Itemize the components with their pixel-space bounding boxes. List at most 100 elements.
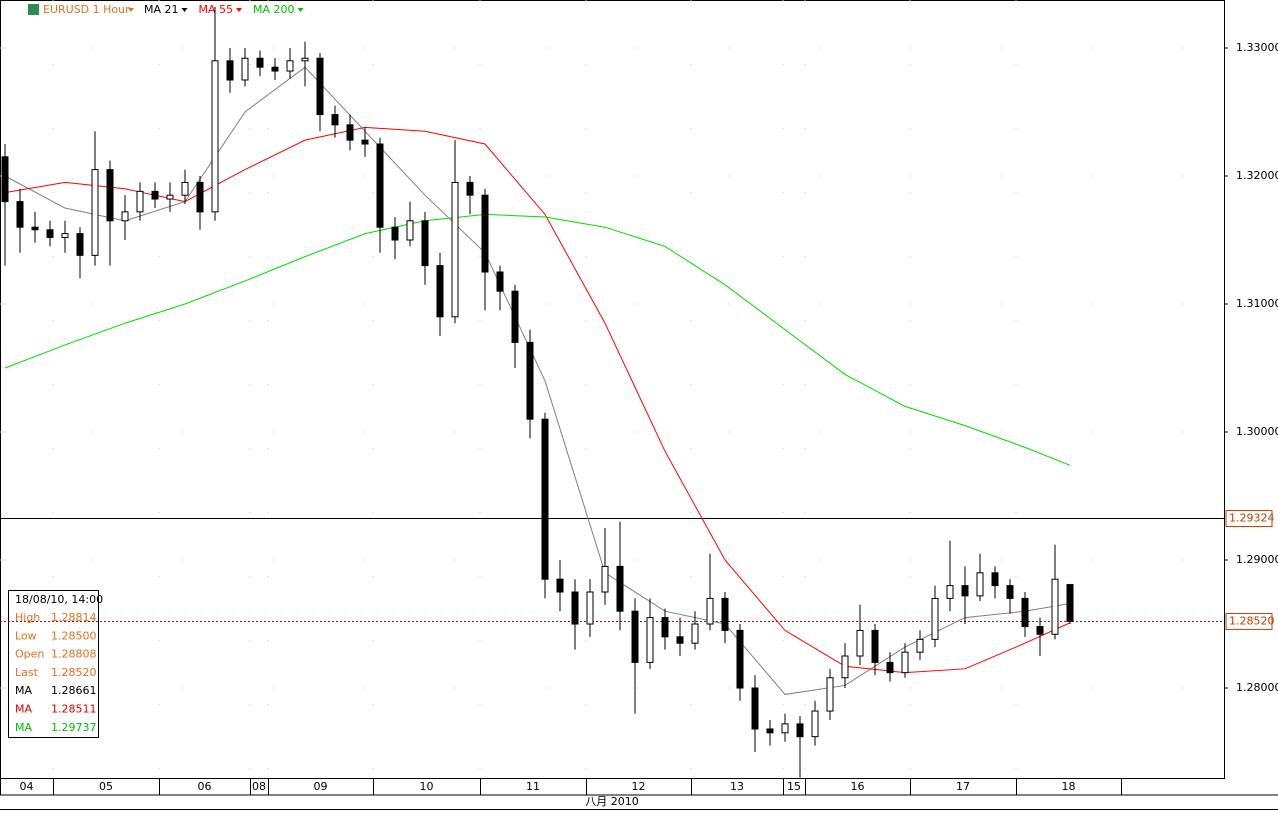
info-label: Last: [15, 666, 39, 679]
price-tag: [1225, 612, 1273, 630]
candle-body: [421, 220, 429, 267]
legend-label[interactable]: MA 21: [144, 3, 179, 16]
candle-body: [1006, 585, 1014, 599]
y-tick-label: 1.28000: [1236, 681, 1278, 694]
candle-body: [256, 57, 264, 68]
info-label: MA: [15, 703, 32, 716]
price-tag: [1225, 510, 1273, 528]
x-tick-label: 15: [787, 780, 801, 793]
candle-body: [856, 629, 864, 657]
info-frame: [8, 590, 99, 738]
candle-body: [121, 211, 129, 222]
symbol-label[interactable]: EURUSD 1 Hour: [43, 3, 130, 16]
y-tick-label: 1.30000: [1236, 425, 1278, 438]
candle-body: [1, 156, 9, 203]
x-tick-label: 13: [730, 780, 744, 793]
y-tick-label: 1.32000: [1236, 169, 1278, 182]
candle-body: [346, 124, 354, 141]
candle-body: [451, 181, 459, 318]
x-tick-label: 12: [632, 780, 646, 793]
dropdown-icon[interactable]: [128, 8, 134, 12]
candle-body: [586, 591, 594, 625]
legend-label[interactable]: MA 55: [199, 3, 234, 16]
candle-body: [91, 169, 99, 256]
candle-body: [946, 585, 954, 599]
candle-body: [271, 66, 279, 72]
info-label: High: [15, 611, 40, 624]
x-tick-label: 09: [314, 780, 328, 793]
candle-body: [226, 60, 234, 81]
legend: MA 21 MA 55 MA 200: [144, 3, 304, 16]
info-value: 1.28511: [51, 703, 97, 716]
symbol-icon: [28, 4, 39, 15]
y-tick-label: 1.33000: [1236, 41, 1278, 54]
candle-body: [331, 114, 339, 126]
x-axis-title: 八月 2010: [585, 795, 639, 808]
info-value: 1.28500: [51, 629, 97, 642]
candle-body: [796, 723, 804, 738]
info-title: 18/08/10, 14:00: [15, 593, 103, 606]
candle-body: [916, 638, 924, 653]
candle-body: [721, 597, 729, 631]
candle-body: [436, 265, 444, 318]
x-tick-label: 16: [851, 780, 865, 793]
info-value: 1.28520: [51, 666, 97, 679]
candle-body: [901, 651, 909, 674]
info-label: MA: [15, 721, 32, 734]
x-tick-label: 08: [252, 780, 266, 793]
candle-body: [766, 728, 774, 734]
candle-body: [631, 610, 639, 663]
candle-body: [286, 60, 294, 72]
candle-body: [511, 290, 519, 343]
candle-body: [166, 194, 174, 200]
candle-body: [136, 190, 144, 213]
x-tick-label: 11: [526, 780, 540, 793]
candle-body: [961, 585, 969, 597]
info-value: 1.29737: [51, 721, 97, 734]
info-label: Low: [15, 629, 37, 642]
y-tick-label: 1.31000: [1236, 297, 1278, 310]
candle-body: [1051, 578, 1059, 635]
x-tick-label: 06: [198, 780, 212, 793]
ma-line: [4, 213, 1071, 466]
candle-body: [406, 220, 414, 241]
candle-body: [676, 636, 684, 644]
candle-body: [481, 194, 489, 273]
candle-body: [991, 572, 999, 587]
candle-body: [886, 661, 894, 674]
candle-body: [691, 623, 699, 644]
x-tick-label: 10: [420, 780, 434, 793]
candle-body: [361, 139, 369, 145]
candle-body: [61, 233, 69, 238]
candle-body: [1066, 584, 1074, 622]
candle-body: [931, 597, 939, 640]
candle-body: [646, 617, 654, 663]
candle-body: [211, 60, 219, 213]
candle-body: [151, 190, 159, 200]
candle-body: [31, 226, 39, 231]
legend-label[interactable]: MA 200: [253, 3, 295, 16]
candle-body: [241, 57, 249, 81]
candle-body: [661, 617, 669, 638]
candle-body: [871, 629, 879, 663]
info-box: 18/08/10, 14:00 High 1.28814 Low 1.28500 Open…: [8, 590, 103, 738]
dropdown-icon: [181, 8, 188, 12]
candle-body: [526, 341, 534, 420]
candle-body: [301, 57, 309, 62]
price-tag-label: 1.28520: [1229, 614, 1275, 627]
candle-body: [616, 565, 624, 612]
candle-body: [556, 578, 564, 593]
candle-body: [541, 418, 549, 580]
candle-body: [16, 201, 24, 228]
info-value: 1.28661: [51, 684, 97, 697]
candle-body: [391, 226, 399, 241]
candle-body: [496, 271, 504, 292]
candle-body: [46, 229, 54, 238]
candle-body: [76, 233, 84, 256]
candle-body: [841, 655, 849, 679]
info-label: Open: [15, 648, 44, 661]
x-tick-label: 05: [99, 780, 113, 793]
info-value: 1.28808: [51, 648, 97, 661]
